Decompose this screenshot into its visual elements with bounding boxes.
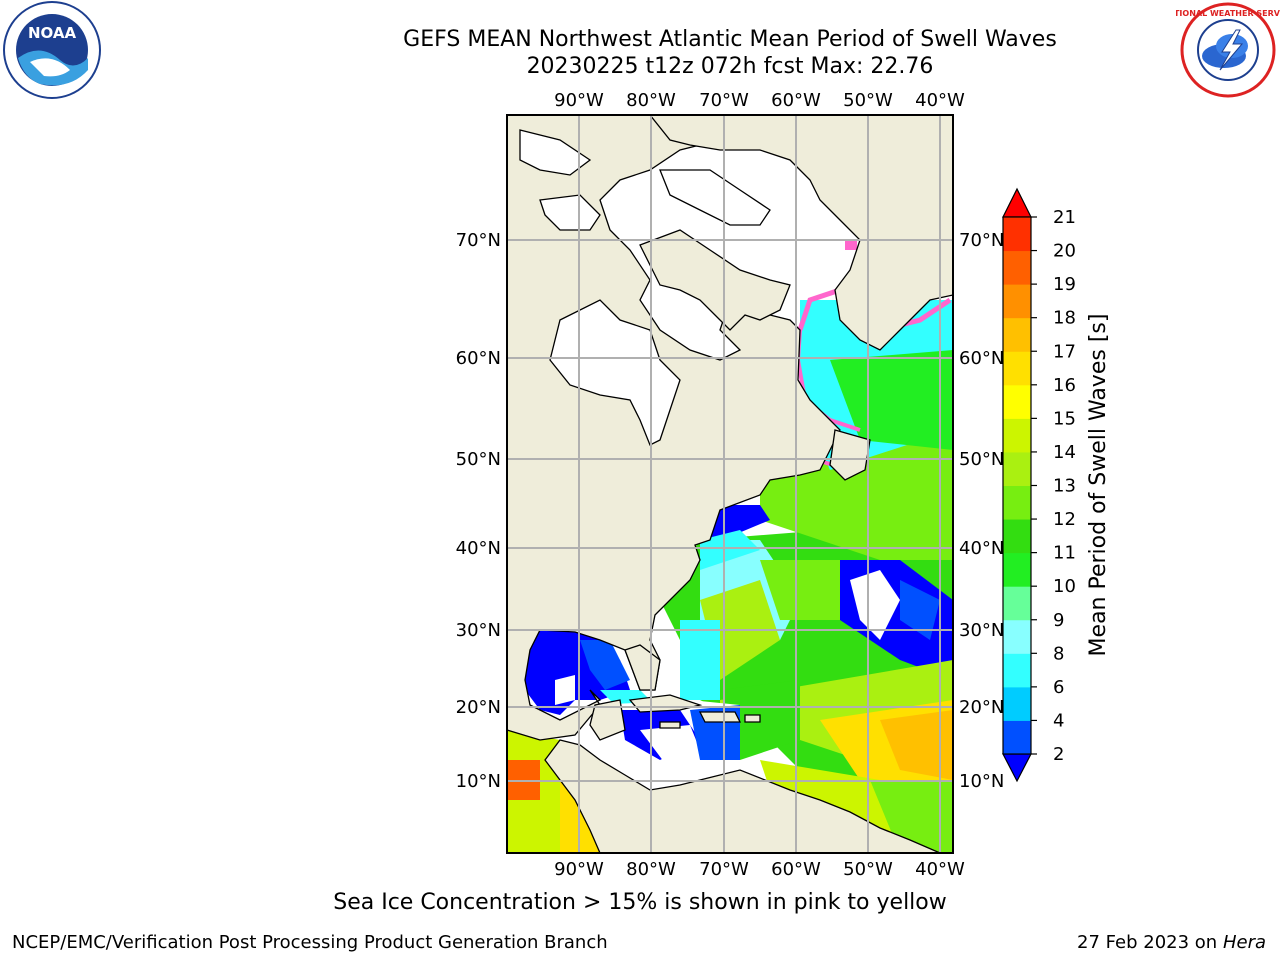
colorbar-tick-label: 6	[1053, 677, 1064, 698]
colorbar-tick-label: 20	[1053, 241, 1076, 262]
colorbar-tick-label: 19	[1053, 274, 1076, 295]
colorbar-label: Mean Period of Swell Waves [s]	[1086, 314, 1111, 657]
lat-tick-right: 20°N	[959, 697, 1004, 718]
map-frame	[506, 114, 954, 854]
lon-tick-top: 40°W	[915, 90, 965, 111]
lon-tick-bottom: 50°W	[843, 859, 893, 880]
sea-ice-note: Sea Ice Concentration > 15% is shown in …	[333, 890, 947, 915]
noaa-logo: NOAA	[3, 1, 101, 99]
colorbar-tick-label: 10	[1053, 576, 1076, 597]
colorbar-segment	[1003, 451, 1031, 486]
colorbar-segment	[1003, 519, 1031, 554]
lon-tick-bottom: 40°W	[915, 859, 965, 880]
colorbar-tick-label: 14	[1053, 442, 1076, 463]
colorbar-segment	[1003, 720, 1031, 755]
colorbar-segment	[1003, 552, 1031, 587]
lat-tick-left: 70°N	[456, 230, 501, 251]
lat-tick-right: 30°N	[959, 620, 1004, 641]
lat-tick-left: 50°N	[456, 449, 501, 470]
lat-tick-right: 10°N	[959, 771, 1004, 792]
map-gridlines	[507, 115, 953, 853]
lat-tick-right: 40°N	[959, 538, 1004, 559]
run-date-text: 27 Feb 2023 on	[1077, 932, 1218, 953]
lat-tick-left: 20°N	[456, 697, 501, 718]
colorbar-tick-label: 4	[1053, 710, 1064, 731]
colorbar-segment	[1003, 418, 1031, 453]
land-masses	[507, 115, 953, 853]
lon-tick-bottom: 70°W	[699, 859, 749, 880]
colorbar-over-arrow	[1002, 187, 1032, 218]
colorbar-segment	[1003, 284, 1031, 319]
colorbar-tick-label: 2	[1053, 744, 1064, 765]
map-subtitle: 20230225 t12z 072h fcst Max: 22.76	[526, 54, 934, 79]
run-date: 27 Feb 2023 on Hera	[1077, 932, 1266, 953]
colorbar-segment	[1003, 619, 1031, 654]
colorbar-tick-label: 21	[1053, 207, 1076, 228]
lon-tick-bottom: 80°W	[626, 859, 676, 880]
credit-line: NCEP/EMC/Verification Post Processing Pr…	[12, 932, 608, 953]
colorbar: 2 4 6 8 9 10 11 12 13 14 15 16 17 18 19 20 21 Mean Perio…	[1002, 187, 1111, 783]
lat-tick-right: 60°N	[959, 348, 1004, 369]
lon-tick-top: 80°W	[626, 90, 676, 111]
colorbar-under-arrow	[1002, 753, 1032, 783]
colorbar-segment	[1003, 317, 1031, 352]
lat-tick-left: 60°N	[456, 348, 501, 369]
colorbar-tick-label: 16	[1053, 375, 1076, 396]
lat-tick-right: 50°N	[959, 449, 1004, 470]
colorbar-tick-label: 17	[1053, 341, 1076, 362]
colorbar-tick-label: 9	[1053, 610, 1064, 631]
colorbar-segment	[1003, 686, 1031, 721]
colorbar-segment	[1003, 351, 1031, 386]
noaa-logo-text: NOAA	[28, 24, 77, 42]
colorbar-segment	[1003, 653, 1031, 688]
lat-tick-right: 70°N	[959, 230, 1004, 251]
map-title: GEFS MEAN Northwest Atlantic Mean Period…	[403, 27, 1057, 52]
lon-tick-top: 50°W	[843, 90, 893, 111]
nws-logo-text: NATIONAL WEATHER SERVICE	[1176, 9, 1280, 18]
colorbar-tick-label: 15	[1053, 408, 1076, 429]
lon-tick-bottom: 60°W	[771, 859, 821, 880]
map-tick-labels: 90°W 80°W 70°W 60°W 50°W 40°W 90°W 80°W …	[456, 90, 1005, 880]
colorbar-tick-label: 8	[1053, 643, 1064, 664]
colorbar-segment	[1003, 250, 1031, 285]
colorbar-tick-label: 18	[1053, 308, 1076, 329]
colorbar-tick-label: 13	[1053, 476, 1076, 497]
colorbar-segment	[1003, 586, 1031, 621]
lon-tick-top: 90°W	[554, 90, 604, 111]
colorbar-segment	[1003, 217, 1031, 252]
colorbar-segment	[1003, 485, 1031, 520]
lat-tick-left: 30°N	[456, 620, 501, 641]
colorbar-tick-label: 12	[1053, 509, 1076, 530]
lon-tick-bottom: 90°W	[554, 859, 604, 880]
map-plot-area	[507, 115, 953, 853]
run-host: Hera	[1222, 932, 1266, 953]
lat-tick-left: 40°N	[456, 538, 501, 559]
colorbar-segment	[1003, 384, 1031, 419]
lon-tick-top: 70°W	[699, 90, 749, 111]
lon-tick-top: 60°W	[771, 90, 821, 111]
lat-tick-left: 10°N	[456, 771, 501, 792]
colorbar-tick-label: 11	[1053, 543, 1076, 564]
nws-logo: NATIONAL WEATHER SERVICE	[1176, 2, 1280, 98]
